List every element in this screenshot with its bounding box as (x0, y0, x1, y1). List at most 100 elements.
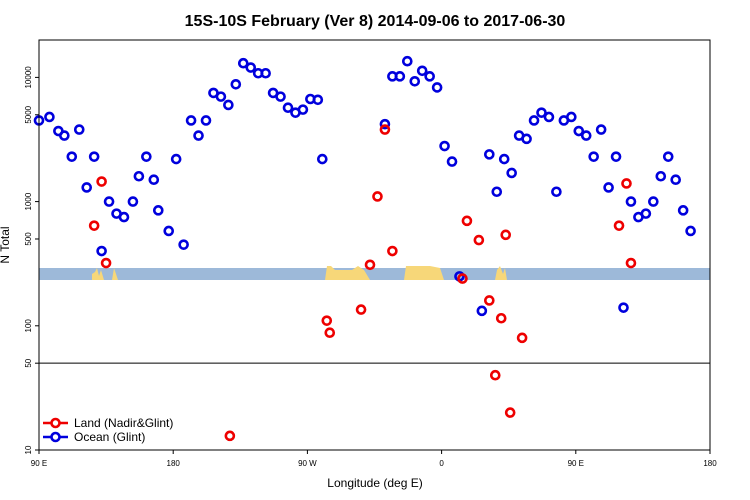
y-tick-label: 500 (24, 232, 33, 246)
land-mass-5 (495, 266, 507, 280)
plot-frame (38, 39, 711, 451)
ocean-point (245, 62, 257, 73)
ocean-point (275, 91, 286, 102)
land-point (516, 332, 528, 344)
ocean-band (39, 268, 710, 280)
ocean-point (603, 182, 614, 193)
legend-ocean-marker (50, 431, 61, 443)
ocean-point (317, 153, 328, 165)
ocean-point (163, 225, 175, 237)
ocean-point (610, 151, 622, 162)
land-point (224, 430, 236, 442)
ocean-point (595, 124, 607, 135)
ocean-point (394, 71, 406, 82)
y-axis-label: N Total (0, 226, 12, 263)
ocean-point (573, 125, 585, 137)
ocean-point (297, 104, 309, 115)
land-point (484, 295, 495, 306)
ocean-point (416, 65, 428, 77)
x-axis: 90 E 180 90 W 0 90 E 180 (31, 450, 717, 468)
ocean-point (566, 111, 577, 123)
land-point (473, 234, 485, 246)
y-tick-label: 10 (24, 445, 33, 454)
land-point (355, 304, 367, 315)
ocean-point (66, 151, 78, 162)
ocean-point (152, 205, 164, 216)
x-tick-label: 180 (167, 459, 181, 468)
land-point (495, 312, 507, 324)
land-mass-3 (325, 266, 370, 280)
ocean-point (625, 196, 637, 207)
ocean-point (543, 111, 555, 123)
ocean-point (237, 57, 249, 69)
ocean-point (476, 305, 488, 317)
land-point (461, 215, 473, 227)
ocean-point (96, 245, 107, 257)
land-point (324, 327, 336, 338)
ocean-point (59, 130, 70, 141)
x-tick-label: 180 (703, 459, 717, 468)
ocean-point (118, 211, 130, 223)
land-point (364, 259, 376, 271)
ocean-point (193, 130, 204, 141)
ocean-point (484, 149, 495, 160)
ocean-point (103, 196, 115, 207)
ocean-point (185, 115, 197, 126)
land-point (504, 407, 516, 418)
ocean-point (677, 205, 689, 216)
ocean-point (127, 196, 139, 207)
legend: Land (Nadir&Glint) Ocean (Glint) (43, 416, 173, 444)
ocean-point (439, 140, 450, 152)
land-point (387, 245, 398, 257)
ocean-point (230, 78, 242, 90)
ocean-point (655, 170, 667, 182)
ocean-point (141, 151, 152, 162)
ocean-point (200, 115, 212, 126)
land-point (372, 191, 383, 202)
land-point (500, 229, 512, 241)
ocean-point (178, 239, 189, 250)
legend-ocean-label: Ocean (Glint) (74, 430, 145, 444)
y-tick-label: 50 (24, 358, 33, 367)
land-point (96, 176, 107, 187)
land-point (88, 220, 100, 231)
y-tick-label: 1000 (24, 192, 33, 210)
ocean-series (33, 55, 696, 317)
land-point (457, 273, 468, 284)
ocean-point (580, 130, 592, 141)
ocean-point (44, 111, 55, 123)
land-series (88, 124, 637, 442)
ocean-point (148, 174, 160, 186)
land-point (621, 178, 632, 189)
land-point (625, 257, 637, 269)
ocean-point (260, 67, 271, 79)
ocean-point (431, 82, 443, 93)
ocean-point (379, 118, 391, 130)
ocean-point (215, 91, 227, 102)
ocean-point (536, 107, 547, 118)
ocean-point (133, 170, 145, 182)
surface-type-band (39, 266, 710, 280)
ocean-point (648, 196, 659, 207)
y-tick-label: 10000 (24, 66, 33, 89)
land-point (100, 257, 112, 269)
ocean-point (521, 133, 532, 145)
y-axis: 10 50 100 500 1000 5000 10000 (24, 66, 39, 454)
land-mass-4 (404, 266, 444, 280)
legend-land-marker (50, 417, 61, 429)
ocean-point (312, 94, 324, 106)
ocean-point (618, 302, 629, 313)
ocean-point (223, 99, 234, 111)
ocean-point (640, 208, 652, 219)
ocean-point (670, 174, 682, 186)
y-tick-label: 100 (24, 319, 33, 333)
land-point (379, 124, 391, 135)
x-tick-label: 0 (439, 459, 444, 468)
land-point (321, 315, 333, 326)
y-tick-label: 5000 (24, 105, 33, 123)
chart-title: 15S-10S February (Ver 8) 2014-09-06 to 2… (185, 13, 566, 30)
ocean-point (551, 186, 562, 198)
x-axis-label: Longitude (deg E) (327, 476, 422, 490)
x-tick-label: 90 E (568, 459, 584, 468)
